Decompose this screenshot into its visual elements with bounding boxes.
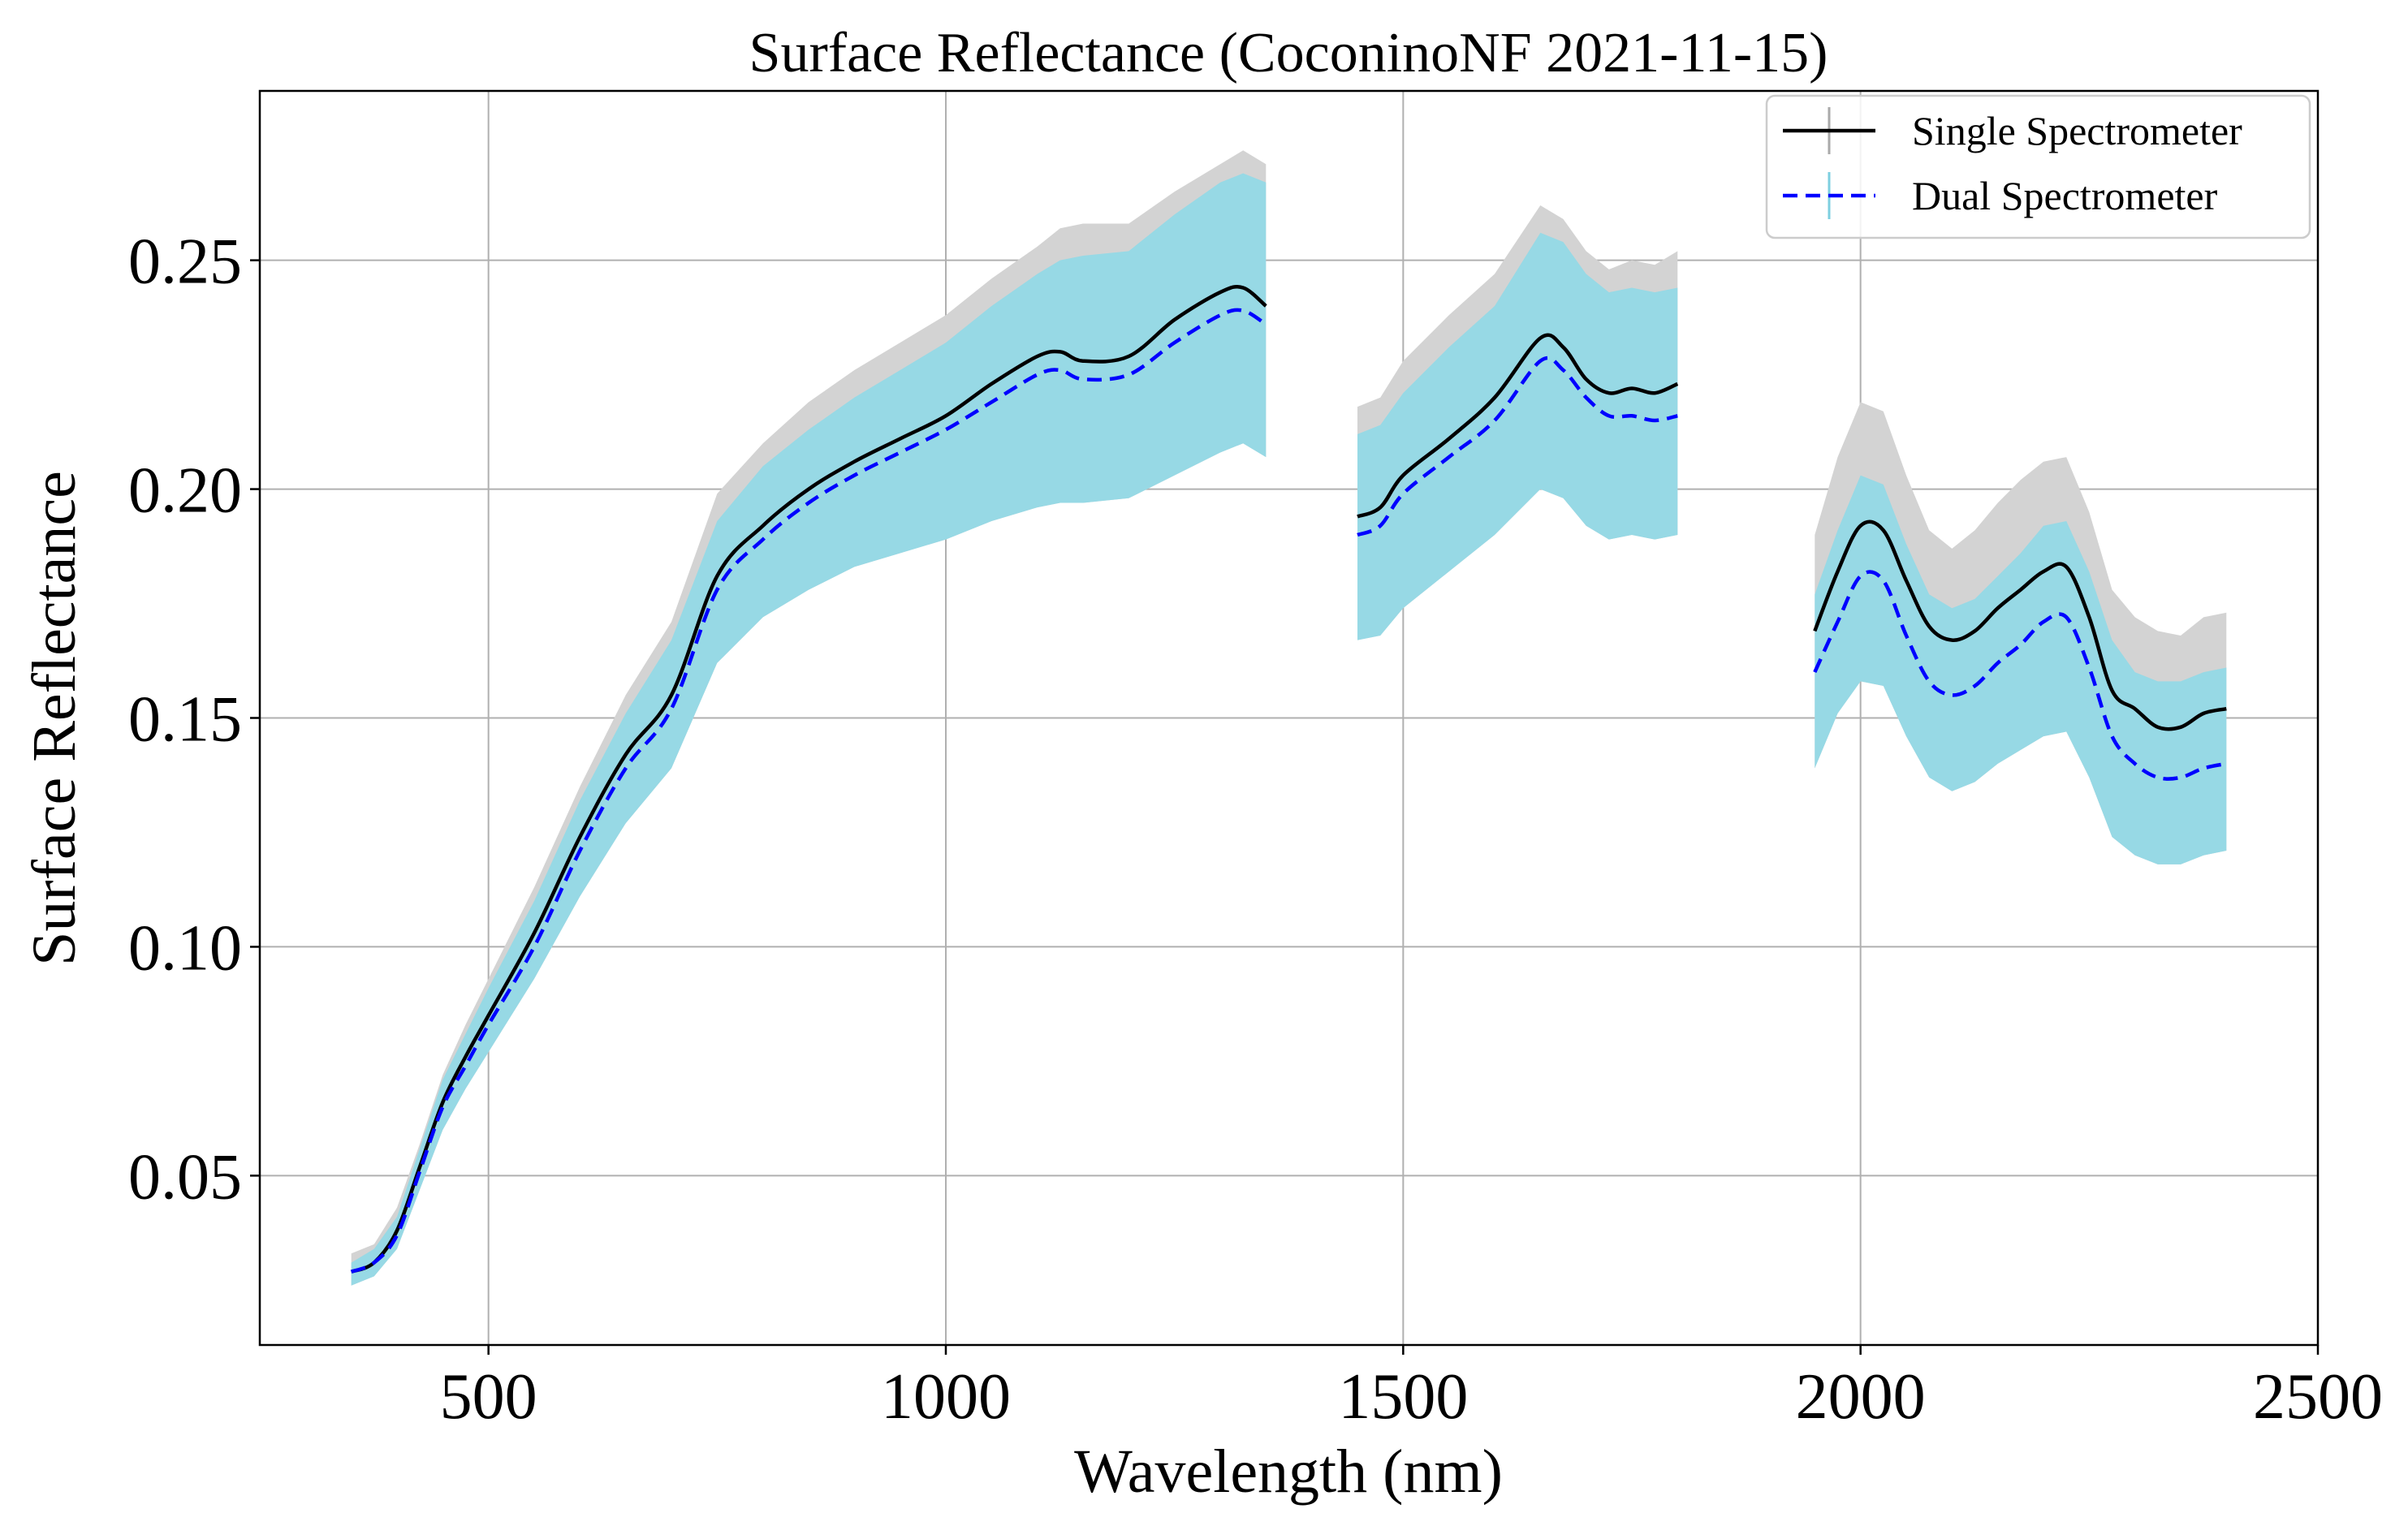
dual-spectrometer-band xyxy=(1357,232,1678,640)
single-spectrometer-line xyxy=(350,284,1267,1274)
legend-single-label: Single Spectrometer xyxy=(1912,108,2242,153)
dual-spectrometer-line xyxy=(1357,356,1678,537)
legend-box xyxy=(1765,94,2311,239)
y-tick-label: 0.20 xyxy=(128,455,242,527)
y-tick-label: 0.10 xyxy=(128,912,242,984)
x-tick-label: 2500 xyxy=(2253,1361,2383,1433)
ticks: 500 1000 1500 2000 2500 0.05 0.10 0.15 0.20 0.25 xyxy=(128,226,2383,1433)
y-axis-label: Surface Reflectance xyxy=(20,471,88,966)
dual-spectrometer-band xyxy=(351,173,1267,1286)
x-tick-label: 1000 xyxy=(881,1361,1011,1433)
y-tick-label: 0.25 xyxy=(128,226,242,298)
chart-title: Surface Reflectance (CoconinoNF 2021-11-… xyxy=(749,22,1828,84)
series-lines xyxy=(350,284,2227,1274)
legend: Single Spectrometer Dual Spectrometer xyxy=(1765,94,2311,239)
uncertainty-bands xyxy=(351,150,2227,1286)
legend-dual-label: Dual Spectrometer xyxy=(1912,173,2218,218)
single-spectrometer-line xyxy=(1813,519,2227,731)
x-tick-label: 1500 xyxy=(1338,1361,1468,1433)
x-tick-label: 2000 xyxy=(1796,1361,1926,1433)
y-tick-label: 0.15 xyxy=(128,684,242,756)
single-spectrometer-line xyxy=(1357,333,1679,519)
y-tick-label: 0.05 xyxy=(128,1141,242,1213)
dual-spectrometer-line xyxy=(350,308,1267,1274)
grid xyxy=(260,91,2319,1345)
x-axis-label: Wavelength (nm) xyxy=(1074,1438,1503,1506)
x-tick-label: 500 xyxy=(440,1361,537,1433)
dual-spectrometer-band xyxy=(1815,475,2227,864)
